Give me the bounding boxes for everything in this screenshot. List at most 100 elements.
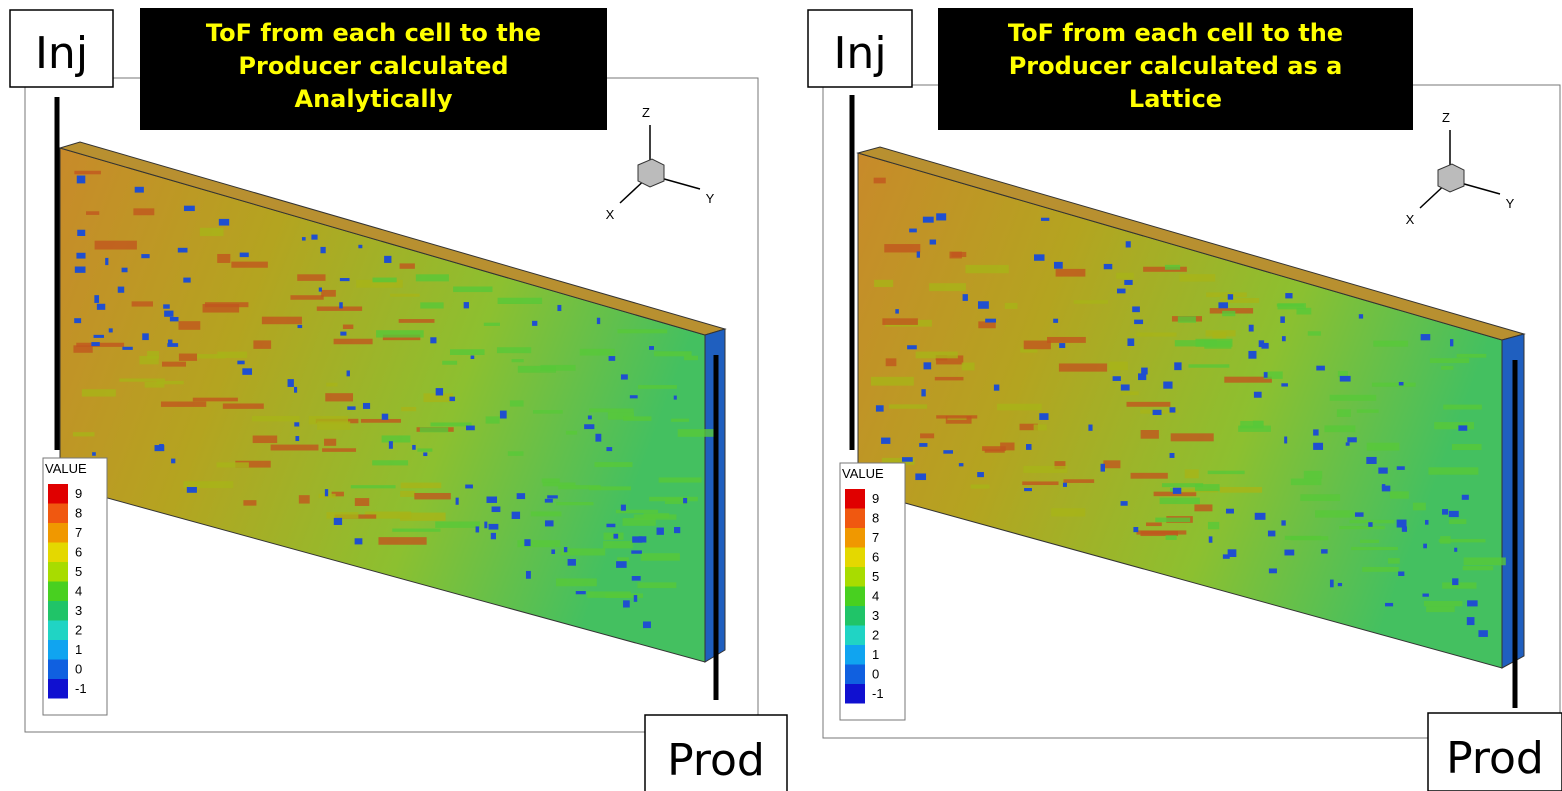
texture-patch — [339, 302, 343, 308]
texture-patch — [678, 429, 718, 437]
texture-patch — [659, 477, 702, 482]
texture-patch — [557, 305, 561, 311]
texture-patch — [326, 383, 337, 387]
texture-patch — [82, 389, 116, 396]
texture-patch — [1220, 298, 1259, 303]
texture-patch — [75, 267, 86, 273]
texture-patch — [1134, 320, 1143, 324]
texture-patch — [1351, 547, 1398, 550]
legend-label: 0 — [75, 662, 82, 677]
texture-patch — [97, 304, 105, 310]
reservoir-slab — [60, 148, 705, 662]
texture-patch — [917, 251, 920, 257]
texture-patch — [294, 387, 297, 393]
texture-patch — [1308, 331, 1321, 335]
legend-label: 4 — [872, 589, 879, 604]
texture-patch — [545, 520, 554, 526]
texture-patch — [1378, 468, 1387, 474]
texture-patch — [77, 176, 86, 184]
texture-patch — [76, 343, 124, 347]
legend-label: 5 — [75, 564, 82, 579]
texture-patch — [271, 445, 319, 451]
texture-patch — [1462, 495, 1469, 500]
texture-patch — [1208, 522, 1219, 529]
texture-patch — [971, 484, 990, 488]
texture-patch — [484, 323, 500, 326]
texture-patch — [135, 187, 144, 193]
texture-patch — [1174, 362, 1181, 370]
texture-patch — [916, 352, 958, 359]
texture-patch — [526, 571, 531, 579]
texture-patch — [641, 553, 680, 561]
texture-patch — [1195, 484, 1220, 491]
texture-patch — [1388, 558, 1400, 564]
texture-patch — [1170, 453, 1175, 458]
texture-patch — [595, 434, 601, 442]
texture-patch — [1039, 413, 1048, 420]
texture-patch — [382, 414, 388, 420]
texture-patch — [510, 400, 524, 406]
texture-patch — [1397, 466, 1405, 470]
texture-patch — [1088, 425, 1092, 431]
texture-patch — [644, 513, 670, 518]
texture-patch — [420, 302, 443, 308]
texture-patch — [358, 245, 362, 248]
texture-patch — [657, 528, 664, 535]
texture-patch — [649, 497, 698, 501]
texture-patch — [623, 518, 656, 526]
texture-patch — [943, 450, 953, 454]
texture-patch — [1228, 294, 1233, 299]
texture-patch — [1178, 316, 1196, 322]
texture-patch — [621, 505, 626, 511]
texture-patch — [1398, 571, 1404, 575]
texture-patch — [1421, 334, 1431, 340]
texture-patch — [1166, 535, 1177, 540]
legend-label: 1 — [872, 647, 879, 662]
texture-patch — [373, 278, 397, 283]
texture-patch — [1450, 339, 1453, 346]
texture-patch — [168, 340, 172, 346]
texture-patch — [1467, 617, 1475, 625]
texture-patch — [1280, 316, 1285, 323]
texture-patch — [1452, 444, 1482, 450]
texture-patch — [435, 521, 480, 527]
texture-patch — [372, 460, 408, 465]
texture-patch — [631, 550, 642, 553]
texture-patch — [921, 389, 925, 396]
texture-patch — [588, 415, 592, 419]
texture-patch — [1390, 491, 1409, 498]
texture-patch — [466, 426, 475, 431]
texture-patch — [959, 463, 964, 466]
texture-patch — [997, 404, 1042, 411]
texture-patch — [684, 356, 698, 361]
texture-patch — [1385, 603, 1393, 606]
panel: InjProdToF from each cell to theProducer… — [808, 8, 1562, 791]
texture-patch — [1160, 498, 1200, 505]
texture-patch — [531, 511, 562, 516]
texture-patch — [1163, 382, 1172, 389]
texture-patch — [1056, 269, 1086, 277]
texture-patch — [118, 287, 124, 293]
texture-patch — [141, 254, 149, 258]
texture-patch — [170, 317, 179, 321]
texture-patch — [545, 499, 553, 503]
texture-patch — [1024, 488, 1032, 491]
texture-patch — [262, 317, 302, 325]
texture-patch — [533, 410, 563, 414]
texture-patch — [465, 485, 473, 489]
texture-patch — [1026, 444, 1032, 450]
texture-patch — [203, 304, 240, 313]
legend-label: 6 — [75, 545, 82, 560]
texture-patch — [492, 506, 501, 512]
texture-patch — [122, 347, 132, 350]
texture-patch — [907, 345, 917, 349]
texture-patch — [1324, 425, 1355, 432]
texture-patch — [484, 522, 487, 529]
texture-patch — [1121, 384, 1130, 390]
axis-z-label: Z — [642, 105, 650, 120]
texture-patch — [252, 416, 300, 421]
texture-patch — [1204, 341, 1231, 349]
texture-patch — [871, 377, 914, 386]
texture-patch — [1101, 464, 1105, 472]
texture-patch — [217, 462, 249, 467]
